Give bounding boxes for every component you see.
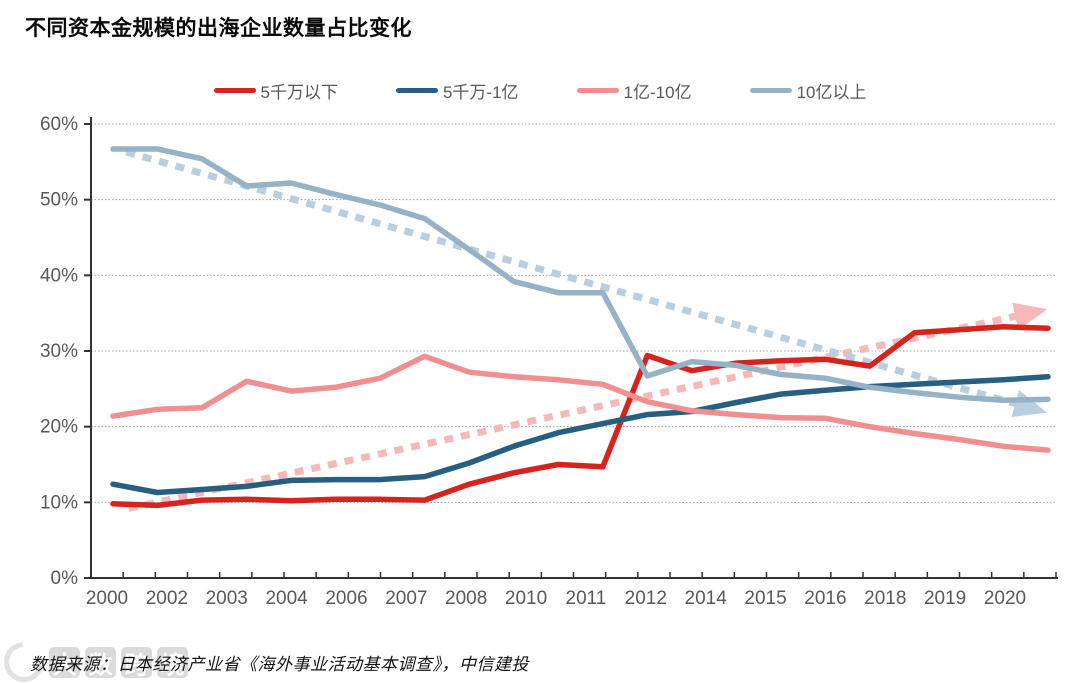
watermark: 大数跨境 [0,633,188,683]
chart-legend: 5千万以下 5千万-1亿 1亿-10亿 10亿以上 [0,78,1080,103]
watermark-tile: 跨 [121,646,152,679]
watermark-tile: 境 [157,646,188,679]
x-tick-label: 2015 [744,588,786,609]
series-line-2 [110,353,1051,453]
legend-label: 5千万以下 [260,83,338,102]
y-tick-label: 60% [40,114,78,135]
x-tick-label: 2004 [265,588,308,609]
x-tick-label: 2003 [206,588,248,609]
y-tick-label: 30% [40,341,78,362]
x-tick-label: 2002 [146,588,188,609]
legend-swatch-icon [749,88,792,93]
x-tick-label: 2016 [804,588,846,609]
series-line-3 [110,146,1051,403]
source-note: 数据来源：日本经济产业省《海外事业活动基本调查》，中信建投 [30,655,529,674]
watermark-tile: 大 [49,646,80,679]
watermark-tile: 数 [85,646,116,679]
series-line-0 [110,324,1051,509]
legend-label: 10亿以上 [796,83,867,102]
legend-item-1: 5千万-1亿 [395,78,519,103]
trendline-0 [127,302,1048,512]
y-tick-label: 10% [40,492,78,513]
y-tick-label: 40% [40,265,78,286]
legend-label: 5千万-1亿 [442,83,519,102]
legend-item-3: 10亿以上 [749,78,867,103]
x-tick-label: 2000 [86,588,128,609]
y-tick-label: 50% [40,190,78,211]
legend-swatch-icon [213,88,256,93]
y-tick-label: 20% [40,417,78,438]
trendline-1 [125,148,1047,418]
x-tick-label: 2014 [685,588,728,609]
legend-swatch-icon [576,88,619,93]
x-tick-label: 2020 [984,588,1026,609]
x-tick-label: 2019 [924,588,966,609]
series-line-1 [110,373,1051,496]
x-tick-label: 2007 [385,588,427,609]
x-tick-label: 2012 [625,588,667,609]
y-tick-label: 0% [51,568,79,589]
x-tick-label: 2018 [864,588,906,609]
legend-item-0: 5千万以下 [213,78,338,103]
legend-item-2: 1亿-10亿 [576,78,692,103]
x-tick-label: 2006 [325,588,367,609]
legend-label: 1亿-10亿 [623,83,692,102]
legend-swatch-icon [395,88,438,93]
x-tick-label: 2008 [445,588,487,609]
x-tick-label: 2010 [505,588,547,609]
x-tick-label: 2011 [566,588,607,609]
chart-title: 不同资本金规模的出海企业数量占比变化 [25,17,412,40]
